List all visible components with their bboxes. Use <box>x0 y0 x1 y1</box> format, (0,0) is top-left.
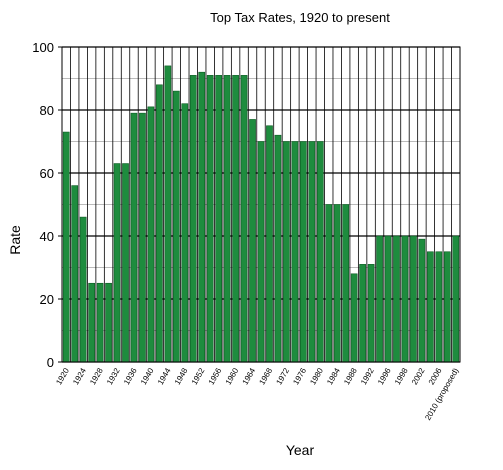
x-tick-label: 2006 <box>427 366 444 386</box>
bar <box>291 141 299 363</box>
bar <box>71 185 79 363</box>
bar <box>333 204 341 363</box>
x-tick-label: 1980 <box>308 366 325 386</box>
x-tick-label: 1976 <box>291 366 308 386</box>
bar <box>427 251 434 363</box>
x-tick-label: 1956 <box>207 366 224 386</box>
bar <box>113 163 121 363</box>
bar <box>342 204 350 363</box>
bar <box>452 235 460 363</box>
bar <box>299 141 307 363</box>
x-tick-label: 1940 <box>139 366 156 386</box>
y-tick-label: 100 <box>32 40 54 55</box>
bar <box>105 282 112 363</box>
bar <box>130 112 138 363</box>
x-tick-label: 2002 <box>410 366 427 386</box>
bar <box>443 251 451 363</box>
bar <box>359 264 366 363</box>
bar <box>257 141 265 363</box>
bar <box>325 204 333 363</box>
bar <box>384 235 392 363</box>
x-tick-label: 1992 <box>359 366 376 386</box>
bar <box>122 163 129 363</box>
bar <box>401 235 409 363</box>
bar <box>240 75 248 363</box>
x-tick-label: 1936 <box>122 366 139 386</box>
bar <box>350 273 358 363</box>
x-tick-label: 1996 <box>376 366 393 386</box>
x-tick-label: 1932 <box>105 366 122 386</box>
bar <box>189 75 197 363</box>
bar <box>232 75 239 363</box>
x-tick-label: 1984 <box>325 366 342 386</box>
bar <box>410 235 417 363</box>
bar <box>198 71 206 363</box>
bar <box>418 238 426 363</box>
bar <box>249 119 256 363</box>
plot-frame <box>61 46 461 363</box>
x-tick-label: 2010 (proposed) <box>423 366 460 422</box>
bar <box>181 103 189 363</box>
x-tick-label: 1948 <box>173 366 190 386</box>
x-tick-label: 1952 <box>190 366 207 386</box>
x-tick-label: 1924 <box>71 366 88 386</box>
bar <box>316 141 324 363</box>
bar <box>215 75 223 363</box>
bar <box>88 282 95 363</box>
x-tick-label: 1960 <box>224 366 241 386</box>
bar <box>147 106 155 363</box>
y-tick-label: 20 <box>40 292 54 307</box>
bar <box>376 235 383 363</box>
chart-title: Top Tax Rates, 1920 to present <box>210 10 390 25</box>
y-axis-label: Rate <box>7 225 23 255</box>
bar <box>266 125 273 363</box>
bar <box>164 65 172 363</box>
x-tick-label: 1988 <box>342 366 359 386</box>
bar <box>79 216 87 363</box>
bar <box>274 134 282 363</box>
bar <box>156 84 163 363</box>
bar <box>172 90 180 363</box>
bar <box>96 282 104 363</box>
x-tick-label: 1964 <box>241 366 258 386</box>
x-tick-label: 1968 <box>258 366 275 386</box>
y-tick-label: 0 <box>47 355 54 370</box>
x-axis-label: Year <box>286 442 315 458</box>
bar <box>393 235 400 363</box>
x-tick-label: 1944 <box>156 366 173 386</box>
bar <box>367 264 375 363</box>
bar <box>139 112 146 363</box>
bar <box>223 75 231 363</box>
y-tick-label: 40 <box>40 229 54 244</box>
y-tick-label: 80 <box>40 103 54 118</box>
x-tick-label: 1928 <box>88 366 105 386</box>
bar <box>62 131 70 363</box>
x-tick-label: 1972 <box>274 366 291 386</box>
y-tick-label: 60 <box>40 166 54 181</box>
bar <box>206 75 214 363</box>
bar <box>435 251 443 363</box>
x-tick-label: 1920 <box>54 366 71 386</box>
bar <box>308 141 316 363</box>
x-tick-label: 1998 <box>393 366 410 386</box>
bar <box>283 141 290 363</box>
